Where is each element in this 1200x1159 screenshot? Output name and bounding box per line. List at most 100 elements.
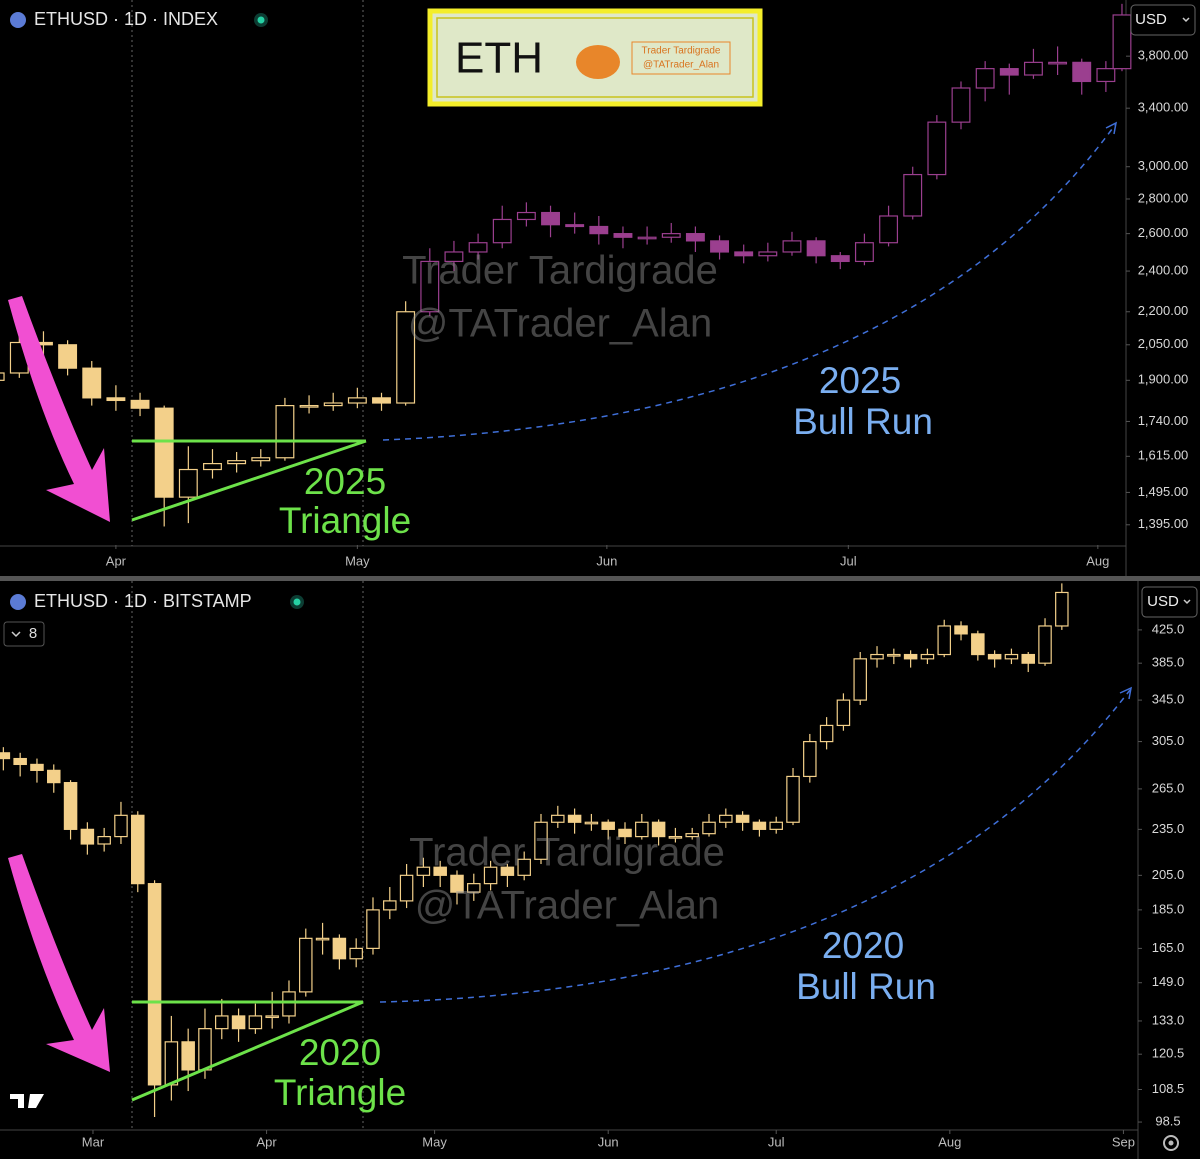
candle-body	[0, 752, 11, 760]
candle-body	[433, 866, 447, 876]
pink-arrow	[8, 854, 110, 1072]
candle-body	[975, 68, 995, 89]
candle-body	[13, 757, 27, 766]
settings-icon[interactable]	[1163, 1135, 1179, 1151]
currency-button[interactable]	[1130, 4, 1196, 36]
candle-body	[999, 68, 1019, 76]
candle-body	[830, 255, 850, 263]
candle-body	[63, 782, 78, 830]
x-tick-label: Jun	[596, 553, 617, 568]
chevron	[1183, 599, 1191, 605]
y-tick-label: 345.0	[1152, 692, 1185, 707]
candle-body	[492, 218, 512, 244]
candle-body	[58, 344, 78, 369]
tv-logo	[10, 1094, 44, 1108]
candle-body	[613, 233, 633, 238]
candle-body	[951, 87, 971, 123]
y-tick-label: 2,400.00	[1138, 263, 1189, 278]
x-tick-label: Mar	[82, 1134, 105, 1149]
logo-name: Trader Tardigrade	[642, 46, 721, 57]
candle-body	[954, 625, 968, 635]
y-tick-label: 98.5	[1155, 1113, 1180, 1128]
candle-body	[661, 233, 681, 238]
candle-body	[903, 653, 918, 660]
annotation: 2025	[304, 461, 386, 502]
candle-body	[420, 260, 440, 313]
currency-label: USD	[1135, 11, 1167, 28]
candle-body	[131, 814, 145, 885]
currency-button[interactable]	[1141, 586, 1198, 618]
candle-body	[920, 653, 935, 660]
annotation: Bull Run	[793, 401, 933, 442]
y-tick-label: 3,400.00	[1138, 100, 1189, 115]
candle-body	[215, 1015, 229, 1030]
chevron	[1182, 17, 1190, 23]
candle-body	[517, 858, 531, 876]
y-tick-label: 2,600.00	[1138, 225, 1189, 240]
candle-body	[734, 251, 754, 257]
candle-body	[372, 397, 391, 404]
candle-body	[971, 633, 985, 656]
candle-body	[618, 828, 632, 838]
symbol-icon	[10, 594, 26, 610]
y-tick-label: 265.0	[1152, 780, 1185, 795]
candle-body	[516, 211, 536, 221]
x-tick-label: May	[422, 1134, 447, 1149]
y-tick-label: 385.0	[1152, 655, 1185, 670]
logo-frame	[436, 17, 754, 98]
candle-body	[231, 1015, 246, 1030]
candle-body	[82, 367, 102, 399]
candle-body	[47, 769, 61, 784]
candle-body	[106, 397, 126, 402]
candles	[0, 3, 1132, 1117]
candle-body	[164, 1041, 179, 1086]
chart-title: ETHUSD · 1D · BITSTAMP	[34, 591, 252, 611]
triangle-line	[131, 1000, 364, 1102]
status-dot	[257, 16, 265, 24]
candle-body	[668, 835, 683, 839]
chevron	[11, 631, 21, 638]
y-tick-label: 1,395.00	[1138, 516, 1189, 531]
candle-body	[769, 821, 783, 830]
y-tick-label: 235.0	[1152, 821, 1185, 836]
candle-body	[130, 399, 150, 409]
candle-body	[903, 173, 923, 217]
candle-body	[870, 653, 884, 660]
candle-body	[819, 724, 834, 743]
candle-body	[80, 828, 95, 845]
y-tick-label: 1,900.00	[1138, 372, 1189, 387]
candle-body	[1112, 14, 1132, 70]
candle-body	[685, 833, 699, 838]
badge[interactable]	[3, 621, 45, 647]
y-tick-label: 1,740.00	[1138, 413, 1189, 428]
logo-handle: @TATrader_Alan	[643, 60, 719, 71]
candle-body	[1004, 653, 1019, 660]
candle-body	[203, 463, 222, 471]
candle-body	[710, 240, 729, 253]
candle-body	[927, 121, 947, 176]
candle-body	[198, 1028, 212, 1071]
candle-body	[879, 215, 899, 244]
candle-body	[323, 402, 343, 407]
y-tick-label: 1,615.00	[1138, 448, 1189, 463]
candle-body	[854, 242, 874, 263]
x-tick-label: Apr	[106, 553, 127, 568]
candle-body	[444, 251, 464, 263]
candle-body	[702, 821, 716, 835]
candle-body	[483, 866, 498, 885]
x-tick-label: Aug	[1086, 553, 1109, 568]
candle-body	[282, 991, 296, 1017]
watermark: @TATrader_Alan	[408, 302, 712, 346]
candle-body	[937, 625, 951, 656]
x-tick-label: Apr	[256, 1134, 277, 1149]
candle-body	[601, 821, 615, 830]
symbol-icon	[10, 12, 26, 28]
y-tick-label: 425.0	[1152, 621, 1185, 636]
logo-text: ETH	[455, 34, 543, 83]
y-tick-label: 120.5	[1152, 1046, 1185, 1061]
annotation: Triangle	[279, 500, 411, 541]
candle-body	[635, 821, 649, 838]
y-tick-label: 149.0	[1152, 974, 1185, 989]
candle-body	[806, 240, 826, 257]
candle-body	[551, 814, 565, 823]
